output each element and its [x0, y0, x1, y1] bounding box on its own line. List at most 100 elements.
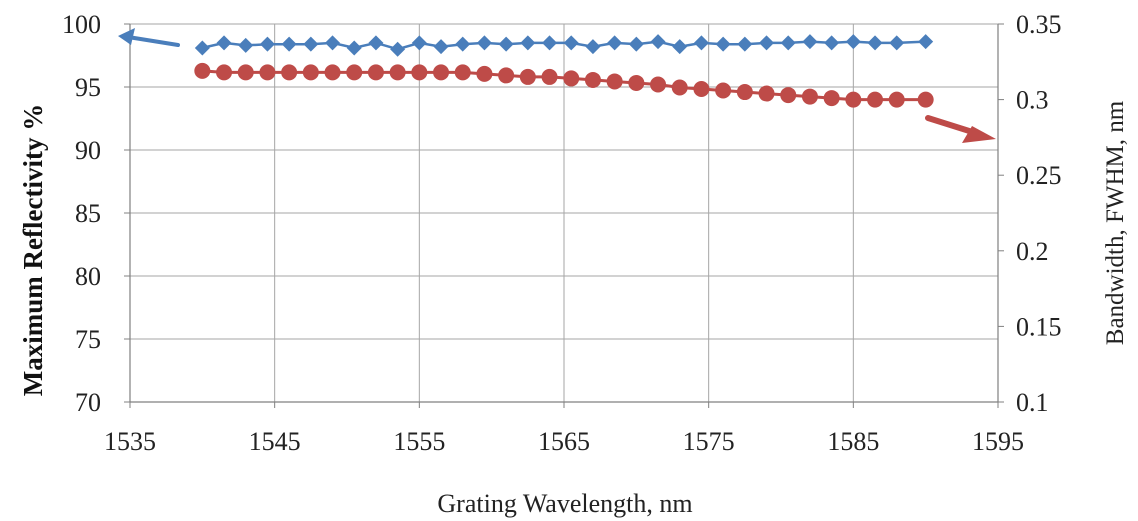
- blue-arrow-head: [118, 28, 135, 45]
- y-left-tick-label: 80: [75, 262, 101, 291]
- reflectivity-point: [542, 35, 558, 51]
- y-left-axis-title: Maximum Reflectivity %: [18, 104, 48, 396]
- bandwidth-point: [801, 88, 818, 105]
- x-tick-labels: 1535 1545 1555 1565 1575 1585 1595: [104, 427, 1024, 456]
- bandwidth-point: [194, 62, 211, 79]
- reflectivity-point: [455, 36, 471, 52]
- reflectivity-point: [737, 36, 753, 52]
- reflectivity-point: [368, 35, 384, 51]
- bandwidth-point: [563, 70, 580, 87]
- bandwidth-point: [606, 73, 623, 90]
- reflectivity-point: [520, 35, 536, 51]
- series-line-reflectivity: [202, 40, 926, 51]
- bandwidth-point: [411, 64, 428, 81]
- y-left-tick-label: 70: [75, 388, 101, 417]
- x-tick-label: 1555: [393, 427, 445, 456]
- y-right-tick-label: 0.1: [1016, 388, 1049, 417]
- bandwidth-point: [867, 91, 884, 108]
- reflectivity-point: [325, 35, 341, 51]
- bandwidth-point: [346, 64, 363, 81]
- bandwidth-point: [715, 82, 732, 99]
- reflectivity-point: [650, 34, 666, 50]
- reflectivity-point: [715, 36, 731, 52]
- bandwidth-point: [628, 74, 645, 91]
- bandwidth-point: [237, 64, 254, 81]
- reflectivity-point: [867, 35, 883, 51]
- bandwidth-point: [367, 64, 384, 81]
- y-left-tick-labels: 70 75 80 85 90 95 100: [62, 10, 101, 417]
- x-tick-label: 1575: [683, 427, 735, 456]
- reflectivity-point: [607, 35, 623, 51]
- bandwidth-point: [541, 68, 558, 85]
- bandwidth-point: [736, 84, 753, 101]
- reflectivity-point: [216, 35, 232, 51]
- x-tick-label: 1595: [972, 427, 1024, 456]
- reflectivity-point: [390, 41, 406, 57]
- reflectivity-point: [780, 35, 796, 51]
- bandwidth-point: [259, 64, 276, 81]
- y-right-tick-label: 0.15: [1016, 312, 1062, 341]
- reflectivity-point: [238, 37, 254, 53]
- reflectivity-point: [672, 39, 688, 55]
- reflectivity-point: [346, 40, 362, 56]
- x-tick-label: 1535: [104, 427, 156, 456]
- reflectivity-point: [281, 36, 297, 52]
- reflectivity-point: [498, 36, 514, 52]
- reflectivity-point: [802, 34, 818, 50]
- red-arrow-head: [962, 126, 996, 143]
- bandwidth-point: [454, 64, 471, 81]
- y-left-tick-label: 95: [75, 73, 101, 102]
- reflectivity-point: [433, 39, 449, 55]
- y-right-tick-labels: 0.1 0.15 0.2 0.25 0.3 0.35: [1016, 10, 1062, 417]
- gridlines: [129, 23, 999, 403]
- reflectivity-point: [628, 36, 644, 52]
- bandwidth-point: [650, 76, 667, 93]
- reflectivity-point: [889, 35, 905, 51]
- annotations: [118, 28, 996, 143]
- x-tick-label: 1565: [538, 427, 590, 456]
- bandwidth-point: [519, 68, 536, 85]
- reflectivity-point: [476, 35, 492, 51]
- reflectivity-point: [194, 40, 210, 56]
- reflectivity-point: [824, 35, 840, 51]
- y-right-tick-label: 0.2: [1016, 237, 1049, 266]
- bandwidth-point: [216, 64, 233, 81]
- bandwidth-point: [845, 91, 862, 108]
- bandwidth-point: [780, 87, 797, 104]
- reflectivity-point: [411, 35, 427, 51]
- bandwidth-point: [888, 91, 905, 108]
- bandwidth-point: [389, 64, 406, 81]
- y-left-tick-label: 75: [75, 325, 101, 354]
- data-series: [194, 34, 934, 108]
- bandwidth-point: [476, 65, 493, 82]
- y-left-tick-label: 100: [62, 10, 101, 39]
- reflectivity-point: [303, 36, 319, 52]
- bandwidth-point: [584, 71, 601, 88]
- y-right-tick-label: 0.35: [1016, 10, 1062, 39]
- reflectivity-point: [693, 35, 709, 51]
- y-left-tick-label: 85: [75, 199, 101, 228]
- axes: [124, 23, 1004, 408]
- x-tick-label: 1545: [249, 427, 301, 456]
- bandwidth-point: [324, 64, 341, 81]
- bandwidth-point: [433, 64, 450, 81]
- bandwidth-point: [281, 64, 298, 81]
- y-right-axis-title: Bandwidth, FWHM, nm: [1102, 100, 1129, 345]
- bandwidth-point: [917, 91, 934, 108]
- reflectivity-point: [585, 39, 601, 55]
- y-right-tick-label: 0.25: [1016, 161, 1062, 190]
- bandwidth-point: [693, 81, 710, 98]
- bandwidth-point: [671, 79, 688, 96]
- x-axis-title: Grating Wavelength, nm: [437, 489, 692, 518]
- reflectivity-point: [563, 35, 579, 51]
- bandwidth-point: [823, 90, 840, 107]
- y-right-tick-label: 0.3: [1016, 86, 1049, 115]
- bandwidth-point: [498, 67, 515, 84]
- bandwidth-point: [758, 85, 775, 102]
- reflectivity-point: [759, 35, 775, 51]
- bandwidth-point: [302, 64, 319, 81]
- blue-arrow-shaft: [126, 35, 180, 47]
- reflectivity-point: [918, 34, 934, 50]
- y-left-tick-label: 90: [75, 136, 101, 165]
